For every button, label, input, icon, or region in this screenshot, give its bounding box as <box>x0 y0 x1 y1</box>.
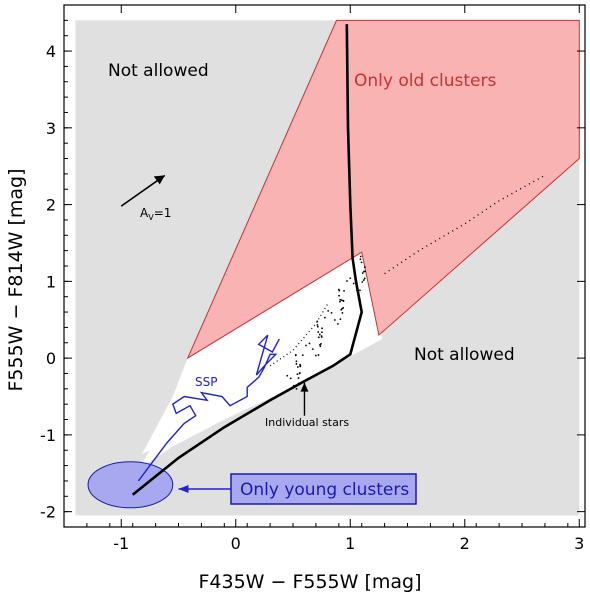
y-tick-label: -1 <box>40 426 56 445</box>
star-point <box>361 281 364 283</box>
star-point <box>342 300 345 302</box>
plot-area: -1 0 1 2 3 -2 -1 0 1 2 3 4 <box>40 4 586 553</box>
young-clusters-label: Only young clusters <box>240 480 409 500</box>
star-point <box>286 374 289 377</box>
star-point <box>339 298 342 301</box>
y-tick-label: 3 <box>46 119 56 138</box>
star-point <box>359 255 362 258</box>
star-point <box>317 331 320 333</box>
star-point <box>337 288 340 291</box>
star-point <box>296 373 299 376</box>
reddening-label-suffix: =1 <box>154 206 172 220</box>
star-point <box>362 279 365 281</box>
individual-stars-arrow-head <box>300 382 309 392</box>
not-allowed-label-top: Not allowed <box>108 61 209 81</box>
star-point <box>359 289 361 292</box>
star-point <box>299 363 301 366</box>
star-point <box>298 372 301 375</box>
old-clusters-label: Only old clusters <box>354 71 496 91</box>
x-tick-label: 0 <box>231 534 241 553</box>
x-axis-label: F435W − F555W [mag] <box>198 571 421 593</box>
star-point <box>299 365 302 368</box>
ssp-track <box>137 334 280 482</box>
x-tick-label: -1 <box>113 534 129 553</box>
young-clusters-box: Only young clusters <box>230 473 417 505</box>
star-point <box>338 294 340 297</box>
star-point <box>323 316 326 319</box>
star-point <box>308 342 311 345</box>
star-sequence-branch <box>384 174 546 275</box>
star-point <box>363 277 366 280</box>
not-allowed-label-bottom: Not allowed <box>414 345 515 365</box>
star-point <box>295 363 298 365</box>
star-point <box>321 331 323 334</box>
star-point <box>352 282 355 285</box>
star-point <box>317 336 320 339</box>
star-point <box>330 311 333 314</box>
star-point <box>359 258 362 261</box>
star-point <box>311 348 314 351</box>
star-point <box>364 270 367 273</box>
star-point <box>361 272 364 274</box>
star-point <box>339 318 342 321</box>
star-point <box>340 308 343 311</box>
y-tick-label: 4 <box>46 42 56 61</box>
old-clusters-region <box>186 19 580 360</box>
y-tick-label: 1 <box>46 272 56 291</box>
x-tick-label: 1 <box>345 534 355 553</box>
y-axis-label: F555W − F814W [mag] <box>5 168 27 391</box>
y-tick-label: -2 <box>40 503 56 522</box>
reddening-label: AV=1 <box>140 206 171 222</box>
star-point <box>317 354 320 356</box>
star-point <box>297 382 300 385</box>
star-point <box>356 289 358 292</box>
star-point <box>360 261 363 264</box>
star-point <box>340 299 343 302</box>
y-tick-label: 2 <box>46 196 56 215</box>
star-point <box>296 366 299 368</box>
reddening-label-sub: V <box>148 213 154 222</box>
young-clusters-region <box>87 461 174 509</box>
individual-stars-label: Individual stars <box>265 416 349 429</box>
star-point <box>305 344 307 347</box>
star-point <box>289 377 292 380</box>
star-point <box>320 336 323 338</box>
star-point <box>327 309 330 312</box>
ssp-label: SSP <box>195 375 217 389</box>
star-point <box>295 387 298 390</box>
star-point <box>364 266 366 269</box>
star-point <box>341 312 344 314</box>
star-point <box>349 277 352 280</box>
y-tick-label: 0 <box>46 349 56 368</box>
star-point <box>339 300 341 303</box>
star-point <box>295 360 298 363</box>
star-point <box>301 354 304 356</box>
star-point <box>346 280 348 282</box>
star-point <box>334 319 336 321</box>
reddening-label-a: A <box>140 206 149 220</box>
reddening-arrow-head <box>153 175 165 185</box>
star-sequence-main <box>131 24 364 496</box>
star-point <box>314 354 317 357</box>
young-clusters-label-box <box>230 473 417 505</box>
x-tick-label: 3 <box>574 534 584 553</box>
star-point <box>321 327 323 330</box>
star-point <box>319 343 321 346</box>
star-point <box>294 353 297 356</box>
region-labels: Not allowed Not allowed Only old cluster… <box>108 61 515 429</box>
star-point <box>337 322 339 325</box>
star-point <box>342 306 345 309</box>
star-point <box>343 289 345 292</box>
star-point <box>292 384 295 387</box>
star-point <box>316 323 319 326</box>
star-point <box>316 325 319 328</box>
x-tick-label: 2 <box>460 534 470 553</box>
star-point <box>318 333 321 336</box>
star-point <box>316 320 319 323</box>
star-point <box>297 377 300 379</box>
young-clusters-arrow-head <box>178 485 189 493</box>
axes-labels: F435W − F555W [mag] F555W − F814W [mag] <box>5 168 422 593</box>
